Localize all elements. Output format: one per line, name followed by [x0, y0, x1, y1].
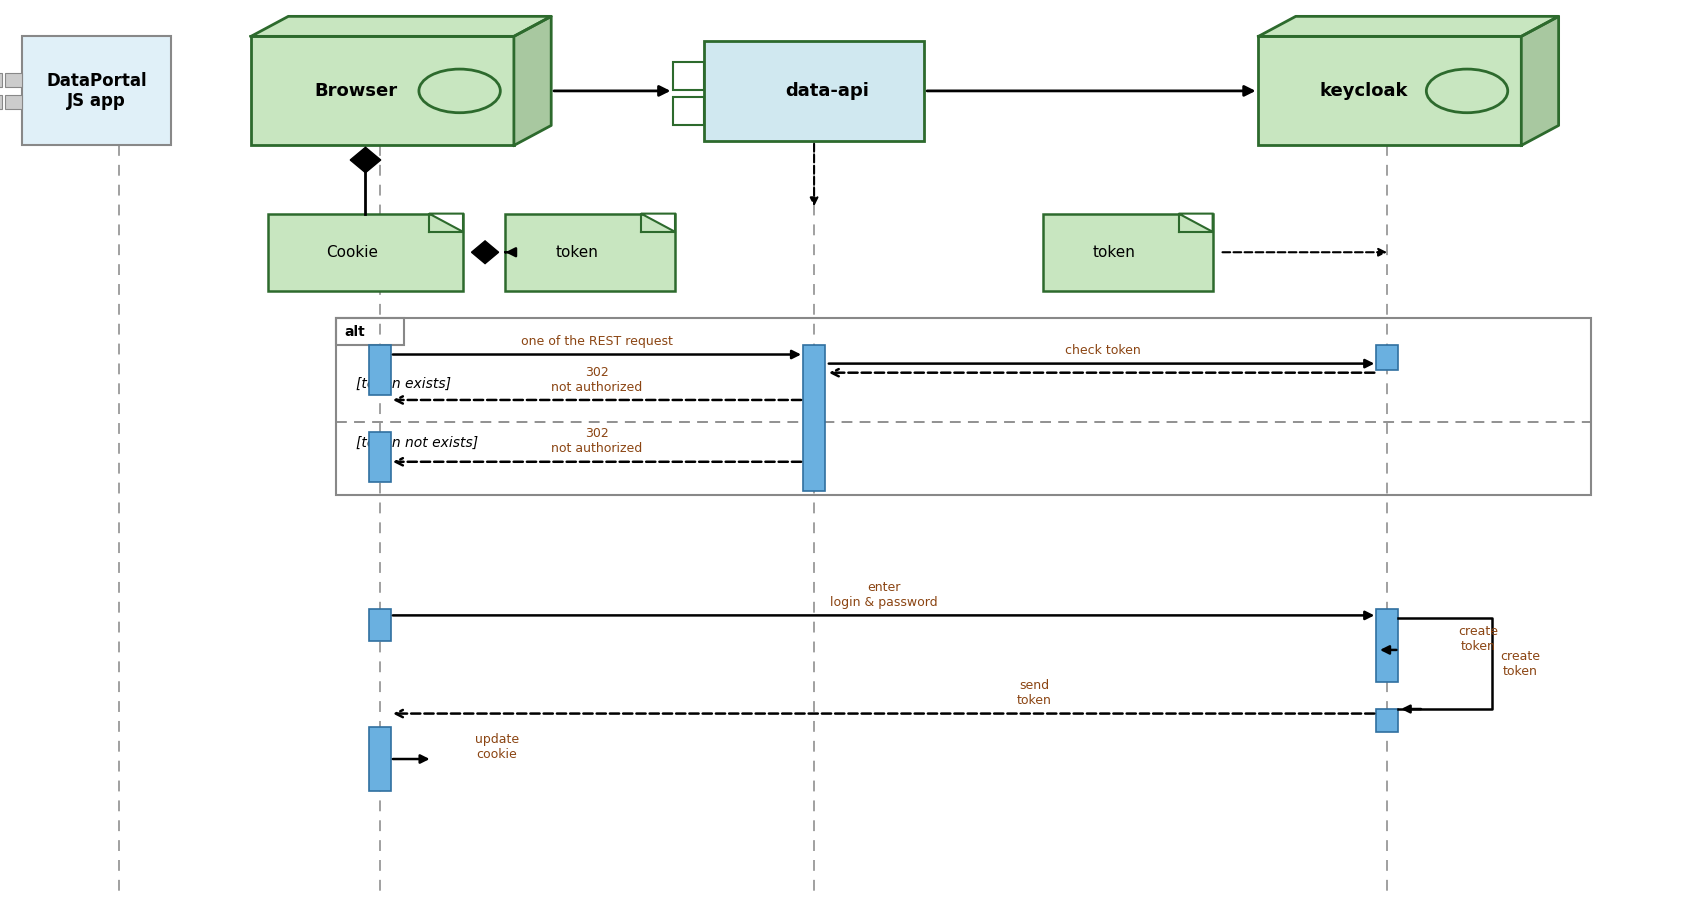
Text: 302
not authorized: 302 not authorized	[551, 427, 643, 455]
Polygon shape	[349, 147, 380, 173]
Bar	[1377, 345, 1398, 370]
Text: DataPortal
JS app: DataPortal JS app	[46, 72, 148, 110]
Polygon shape	[1258, 16, 1559, 36]
Polygon shape	[641, 214, 675, 232]
Bar	[673, 97, 704, 125]
Text: 302
not authorized: 302 not authorized	[551, 365, 643, 394]
Bar	[268, 214, 463, 291]
Text: [token exists]: [token exists]	[356, 376, 451, 391]
Polygon shape	[429, 214, 463, 232]
Text: update
cookie: update cookie	[475, 733, 519, 761]
Bar	[251, 36, 514, 145]
Bar	[1043, 214, 1213, 291]
Polygon shape	[1179, 214, 1213, 232]
Text: Cookie: Cookie	[326, 245, 378, 260]
Bar	[0, 95, 2, 109]
Bar	[0, 73, 2, 87]
Bar	[336, 318, 1591, 495]
Text: check token: check token	[1065, 345, 1140, 357]
Polygon shape	[514, 16, 551, 145]
Bar	[370, 727, 390, 791]
Text: [token not exists]: [token not exists]	[356, 435, 478, 450]
Bar	[1377, 709, 1398, 732]
Text: token: token	[555, 245, 599, 260]
Bar	[1258, 36, 1521, 145]
Text: data-api: data-api	[785, 82, 870, 100]
Bar	[704, 41, 924, 141]
Bar	[22, 36, 171, 145]
Bar	[802, 345, 824, 491]
Bar	[5, 95, 22, 109]
Text: send
token: send token	[1018, 679, 1052, 707]
Bar	[673, 63, 704, 90]
Bar	[336, 318, 404, 345]
Bar	[370, 609, 390, 641]
Text: create
token: create token	[1459, 624, 1499, 653]
Text: token: token	[1092, 245, 1136, 260]
Polygon shape	[251, 16, 551, 36]
Bar	[1377, 609, 1398, 682]
Bar	[505, 214, 675, 291]
Bar	[370, 432, 390, 482]
Text: keycloak: keycloak	[1319, 82, 1408, 100]
Text: one of the REST request: one of the REST request	[521, 335, 673, 348]
Bar	[5, 73, 22, 87]
Text: create
token: create token	[1499, 650, 1540, 677]
Text: enter
login & password: enter login & password	[829, 581, 938, 609]
Polygon shape	[471, 241, 499, 264]
Polygon shape	[1521, 16, 1559, 145]
Text: alt: alt	[344, 325, 365, 339]
Bar	[370, 345, 390, 395]
Text: Browser: Browser	[314, 82, 399, 100]
